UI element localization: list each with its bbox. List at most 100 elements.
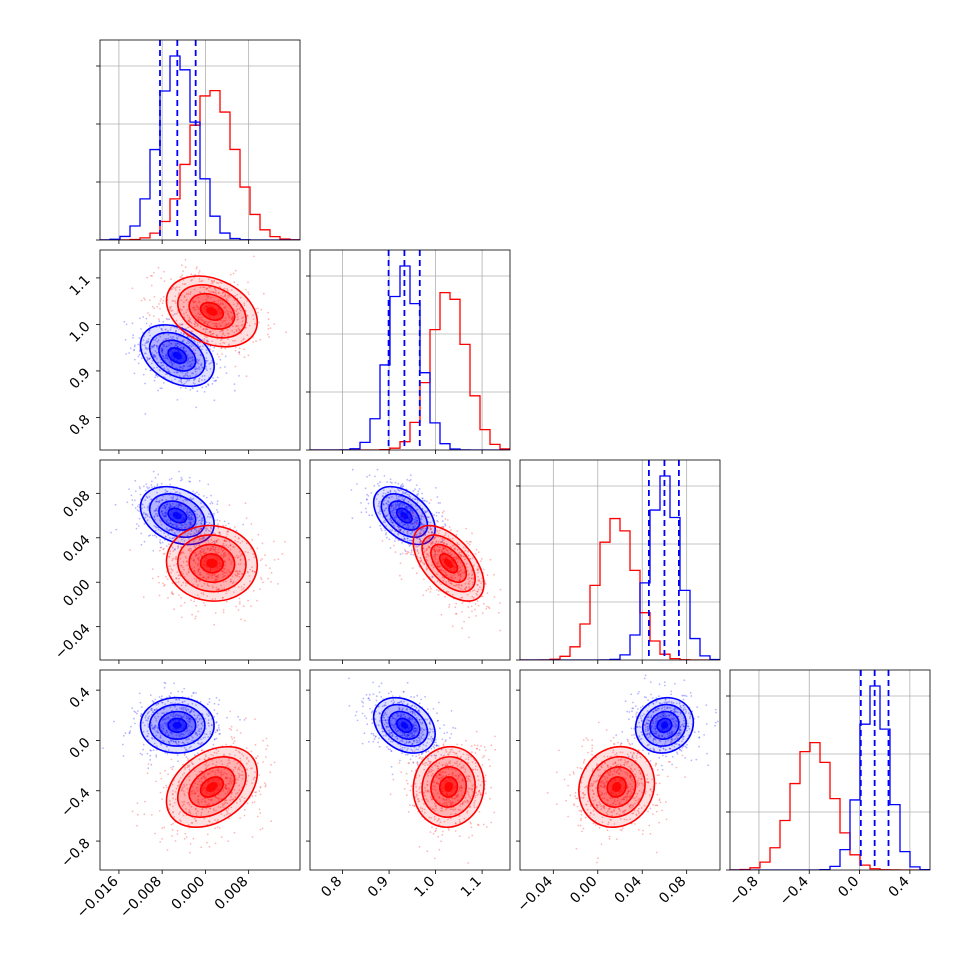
- scatter-point: [429, 526, 432, 528]
- scatter-point: [161, 827, 164, 829]
- scatter-point: [219, 806, 222, 808]
- scatter-point: [159, 300, 162, 302]
- scatter-point: [189, 719, 192, 722]
- scatter-point: [461, 571, 463, 574]
- scatter-point: [225, 310, 228, 312]
- scatter-point: [178, 470, 181, 473]
- contour-line-series-1: [199, 553, 225, 574]
- scatter-point: [194, 524, 197, 527]
- scatter-point: [403, 548, 406, 551]
- scatter-point: [199, 783, 202, 786]
- scatter-point: [248, 575, 251, 577]
- scatter-point: [426, 559, 429, 562]
- scatter-point: [223, 552, 226, 555]
- scatter-point: [180, 596, 183, 599]
- scatter-point: [160, 777, 163, 780]
- scatter-point: [175, 740, 177, 743]
- scatter-point: [220, 584, 222, 587]
- scatter-point: [398, 531, 401, 533]
- scatter-point: [227, 759, 230, 762]
- scatter-point: [161, 730, 164, 733]
- scatter-point: [398, 522, 401, 525]
- scatter-point: [191, 300, 194, 302]
- scatter-point: [238, 537, 240, 540]
- scatter-point: [162, 786, 165, 789]
- scatter-point: [408, 507, 411, 510]
- scatter-point: [156, 712, 159, 715]
- scatter-point: [190, 805, 193, 808]
- scatter-point: [221, 302, 224, 305]
- scatter-point: [449, 582, 451, 585]
- scatter-point: [147, 726, 150, 728]
- scatter-point: [392, 504, 395, 507]
- scatter-point: [171, 591, 174, 593]
- scatter-point: [155, 745, 158, 748]
- scatter-point: [188, 811, 191, 814]
- scatter-point: [241, 320, 244, 322]
- scatter-point: [216, 334, 218, 336]
- panel-frame: [309, 249, 511, 451]
- scatter-point: [200, 551, 202, 554]
- scatter-point: [233, 736, 236, 739]
- scatter-point: [198, 368, 201, 370]
- scatter-point: [143, 522, 146, 525]
- scatter-point: [208, 536, 211, 539]
- scatter-point: [146, 340, 148, 342]
- scatter-point: [165, 718, 167, 720]
- scatter-point: [217, 302, 220, 305]
- scatter-point: [167, 518, 169, 521]
- scatter-point: [172, 736, 175, 739]
- scatter-point: [133, 349, 135, 352]
- scatter-point: [179, 707, 181, 710]
- scatter-point: [240, 324, 243, 327]
- scatter-point: [209, 733, 212, 735]
- scatter-point: [226, 765, 228, 767]
- scatter-point: [254, 718, 256, 720]
- scatter-point: [159, 541, 161, 543]
- scatter-point: [388, 518, 391, 521]
- scatter-point: [364, 487, 367, 490]
- scatter-point: [229, 544, 232, 547]
- scatter-point: [192, 490, 195, 493]
- scatter-point: [156, 708, 158, 710]
- scatter-point: [160, 510, 163, 512]
- scatter-point: [188, 379, 191, 382]
- scatter-point: [170, 360, 173, 363]
- scatter-point: [414, 488, 416, 491]
- scatter-point: [228, 558, 230, 560]
- scatter-point: [430, 530, 433, 533]
- scatter-point: [198, 580, 201, 582]
- scatter-point: [224, 560, 226, 563]
- scatter-point: [400, 528, 402, 531]
- scatter-point: [207, 722, 210, 724]
- scatter-point: [209, 502, 212, 505]
- scatter-point: [442, 510, 445, 512]
- scatter-point: [413, 522, 416, 525]
- scatter-point: [131, 322, 134, 325]
- scatter-point: [212, 322, 215, 325]
- scatter-point: [216, 509, 218, 511]
- scatter-point: [164, 519, 166, 521]
- scatter-point: [195, 732, 198, 734]
- scatter-point: [418, 533, 421, 535]
- scatter-point: [217, 574, 220, 577]
- scatter-point: [392, 524, 394, 527]
- scatter-point: [175, 312, 178, 315]
- scatter-point: [161, 513, 164, 516]
- scatter-point: [137, 343, 140, 346]
- scatter-point: [161, 510, 164, 513]
- scatter-point: [237, 772, 240, 775]
- scatter-point: [213, 280, 216, 283]
- scatter-point: [198, 718, 201, 721]
- scatter-point: [214, 612, 217, 614]
- scatter-point: [210, 770, 213, 773]
- scatter-point: [183, 295, 186, 298]
- scatter-point: [190, 522, 193, 525]
- scatter-point: [162, 506, 165, 509]
- scatter-point: [248, 293, 250, 296]
- scatter-point: [216, 500, 219, 503]
- scatter-point: [378, 500, 381, 503]
- scatter-point: [124, 732, 127, 735]
- scatter-point: [183, 382, 186, 385]
- scatter-point: [174, 506, 176, 508]
